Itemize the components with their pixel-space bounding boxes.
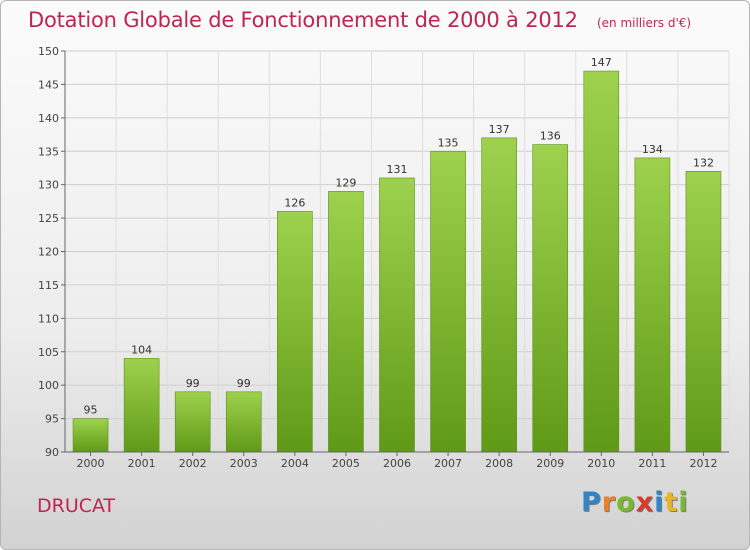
logo-letter: i bbox=[654, 487, 665, 518]
commune-name: DRUCAT bbox=[37, 495, 116, 517]
bar-2012 bbox=[685, 171, 722, 453]
x-tick-label-2001: 2001 bbox=[128, 457, 156, 470]
x-tick-label-2012: 2012 bbox=[689, 457, 717, 470]
logo-letter: x bbox=[635, 487, 655, 518]
bar-2007 bbox=[430, 150, 466, 453]
x-tick-label-2007: 2007 bbox=[434, 457, 462, 470]
y-tick-label: 140 bbox=[38, 112, 59, 125]
bar-2003 bbox=[225, 391, 262, 453]
chart-title: Dotation Globale de Fonctionnement de 20… bbox=[28, 8, 578, 32]
bar-2004 bbox=[277, 211, 313, 453]
value-label-2000: 95 bbox=[84, 404, 98, 417]
y-tick-label: 115 bbox=[38, 279, 59, 292]
y-tick-label: 105 bbox=[38, 346, 59, 359]
value-label-2010: 147 bbox=[591, 56, 612, 69]
x-tick-label-2005: 2005 bbox=[332, 457, 360, 470]
y-tick-label: 135 bbox=[38, 145, 59, 158]
value-label-2005: 129 bbox=[335, 176, 356, 189]
bar-2002 bbox=[174, 391, 211, 453]
value-label-2009: 136 bbox=[540, 130, 561, 143]
logo-letter: o bbox=[616, 487, 636, 518]
y-tick-label: 110 bbox=[38, 312, 59, 325]
bar-2011 bbox=[634, 157, 671, 453]
y-tick-label: 100 bbox=[38, 379, 59, 392]
value-label-2012: 132 bbox=[693, 156, 714, 169]
value-label-2001: 104 bbox=[131, 343, 152, 356]
y-tick-label: 130 bbox=[38, 179, 59, 192]
bar-2010 bbox=[583, 70, 620, 453]
y-tick-label: 90 bbox=[45, 446, 59, 459]
x-tick-label-2010: 2010 bbox=[587, 457, 615, 470]
bar-2000 bbox=[72, 418, 109, 453]
y-tick-label: 120 bbox=[38, 246, 59, 259]
bar-2006 bbox=[379, 177, 415, 453]
value-label-2002: 99 bbox=[186, 377, 200, 390]
x-tick-label-2009: 2009 bbox=[536, 457, 564, 470]
proxiti-logo: Proxiti bbox=[581, 487, 689, 518]
title-row: Dotation Globale de Fonctionnement de 20… bbox=[28, 8, 691, 32]
y-tick-label: 125 bbox=[38, 212, 59, 225]
bar-2009 bbox=[532, 144, 569, 453]
bar-2005 bbox=[328, 191, 364, 453]
logo-letter: r bbox=[601, 487, 617, 518]
x-tick-label-2000: 2000 bbox=[77, 457, 105, 470]
logo-letter: i bbox=[678, 487, 689, 518]
x-tick-label-2002: 2002 bbox=[179, 457, 207, 470]
y-tick-label: 95 bbox=[45, 413, 59, 426]
value-label-2003: 99 bbox=[237, 377, 251, 390]
value-label-2007: 135 bbox=[438, 136, 459, 149]
bar-2008 bbox=[481, 137, 517, 453]
x-tick-label-2003: 2003 bbox=[230, 457, 258, 470]
x-tick-label-2008: 2008 bbox=[485, 457, 513, 470]
chart-unit-note: (en milliers d'€) bbox=[596, 16, 692, 30]
x-tick-label-2004: 2004 bbox=[281, 457, 309, 470]
value-label-2011: 134 bbox=[642, 143, 663, 156]
y-tick-label: 145 bbox=[38, 78, 59, 91]
x-tick-label-2006: 2006 bbox=[383, 457, 411, 470]
y-tick-label: 150 bbox=[38, 45, 59, 58]
logo-letter: P bbox=[581, 487, 602, 518]
x-tick-label-2011: 2011 bbox=[638, 457, 666, 470]
bar-2001 bbox=[123, 358, 160, 453]
value-label-2006: 131 bbox=[387, 163, 408, 176]
value-label-2008: 137 bbox=[489, 123, 510, 136]
value-label-2004: 126 bbox=[284, 196, 305, 209]
logo-letter: t bbox=[664, 487, 679, 518]
